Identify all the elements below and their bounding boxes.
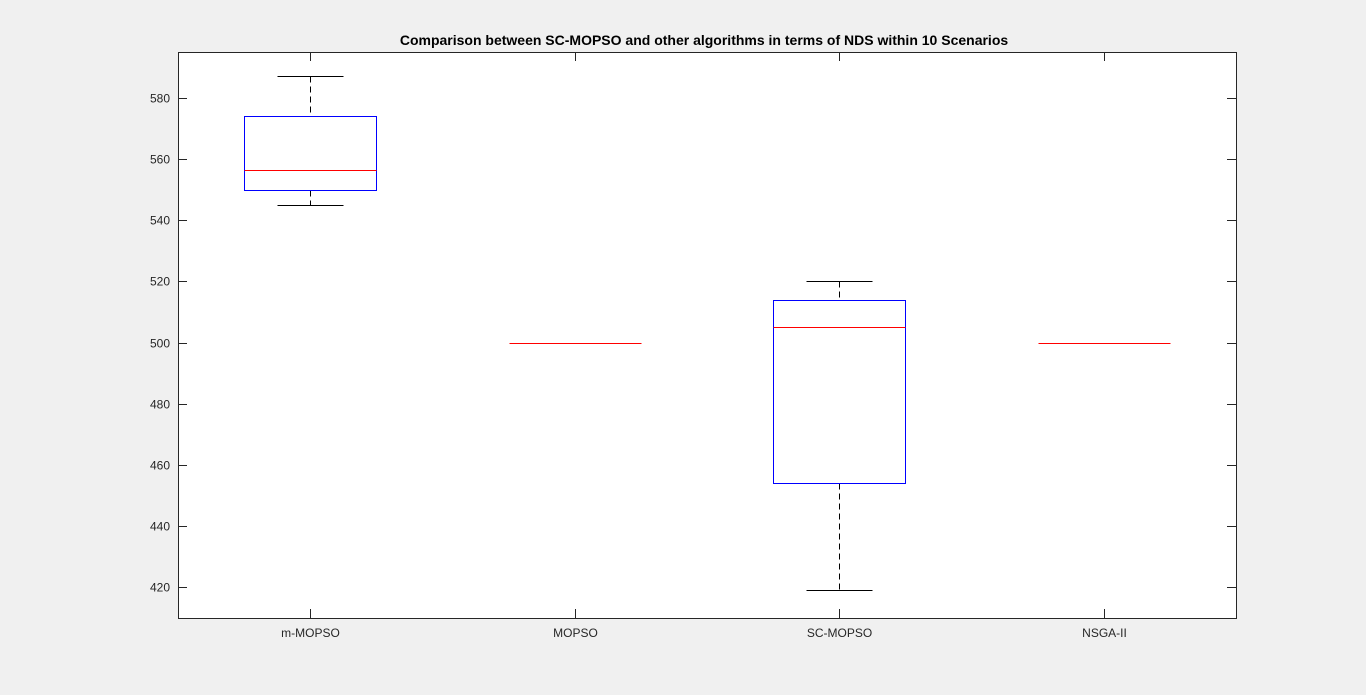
y-tick-label: 560: [150, 153, 170, 167]
y-tick-label: 440: [150, 520, 170, 534]
plot-area: [178, 52, 1237, 619]
y-tick-label: 500: [150, 337, 170, 351]
y-tick-label: 460: [150, 459, 170, 473]
box-sc-mopso: [773, 281, 906, 591]
y-tick-label: 580: [150, 92, 170, 106]
chart-title: Comparison between SC-MOPSO and other al…: [400, 32, 1009, 48]
x-tick-label: SC-MOPSO: [807, 626, 872, 640]
y-axis: 420 440 460 480 500 520 540 560 580: [150, 92, 1236, 595]
iqr-box: [773, 300, 906, 484]
y-tick-label: 540: [150, 214, 170, 228]
x-tick-label: NSGA-II: [1082, 626, 1127, 640]
y-tick-label: 520: [150, 275, 170, 289]
iqr-box: [244, 116, 377, 191]
y-tick-label: 480: [150, 398, 170, 412]
boxplot-series: [244, 76, 1171, 591]
x-axis: m-MOPSO MOPSO SC-MOPSO NSGA-II: [281, 52, 1127, 640]
box-m-mopso: [244, 76, 377, 206]
x-tick-label: m-MOPSO: [281, 626, 340, 640]
x-tick-label: MOPSO: [553, 626, 598, 640]
y-tick-label: 420: [150, 581, 170, 595]
